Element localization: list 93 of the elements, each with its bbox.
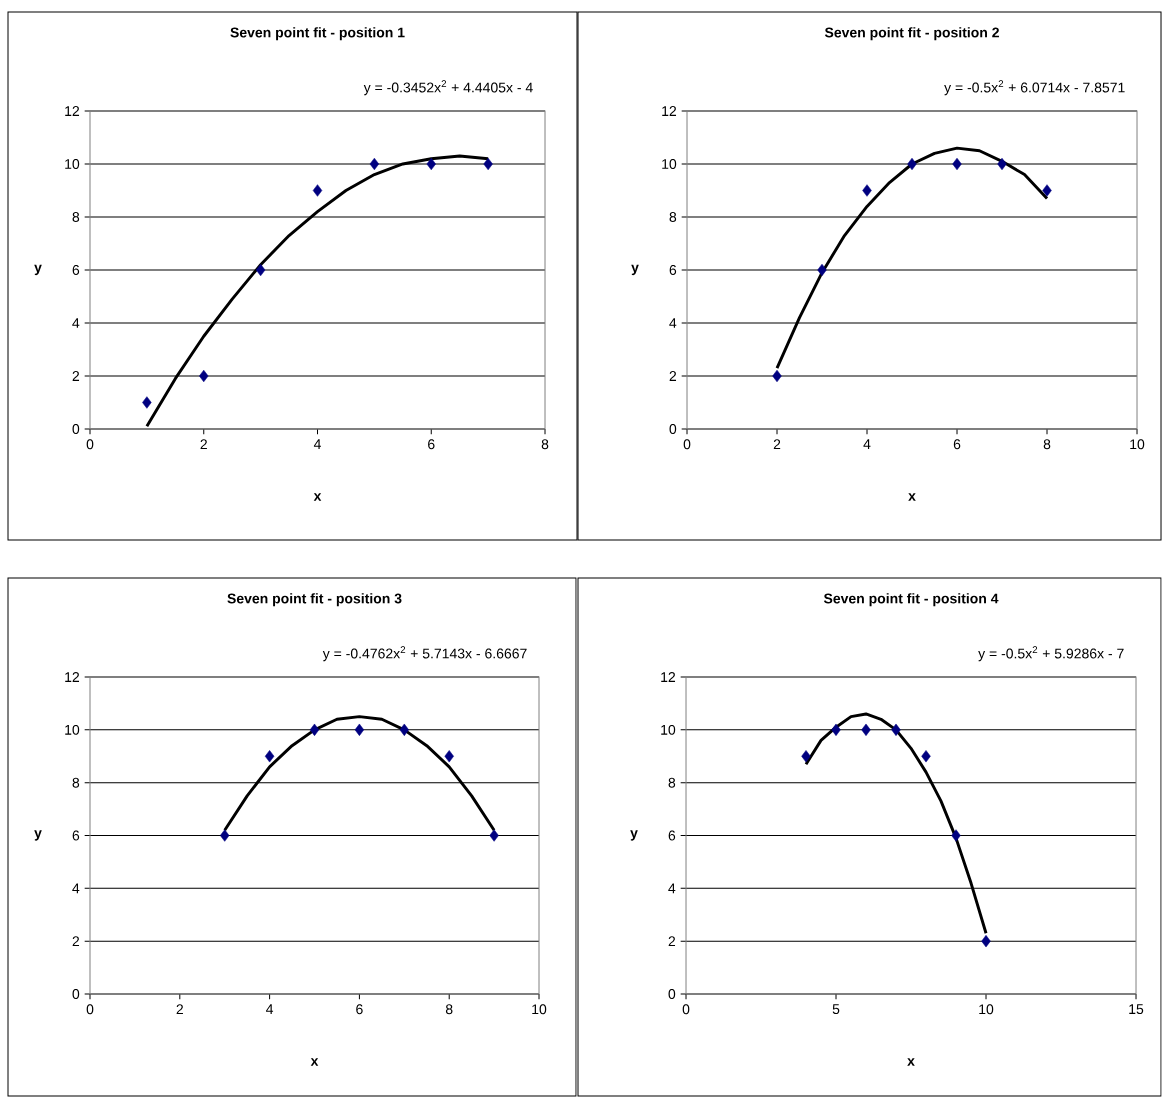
y-tick-label: 12 [661,672,676,682]
y-tick-label: 6 [72,265,80,275]
point [861,723,871,736]
x-tick-label: 10 [979,1004,994,1015]
x-axis-title: x [907,1058,915,1066]
point [801,750,811,763]
x-tick-label: 6 [356,1004,363,1015]
point [312,184,323,197]
x-tick-label: 0 [682,1004,690,1015]
x-tick-label: 2 [176,1004,183,1015]
point [220,829,230,842]
x-tick-label: 15 [1129,1004,1144,1015]
point [981,935,991,948]
y-axis-title: y [34,830,42,841]
y-tick-label: 10 [662,159,677,169]
y-tick-label: 2 [668,936,676,947]
x-tick-label: 6 [428,439,435,450]
y-axis-title: y [34,264,42,276]
y-tick-label: 10 [65,159,80,169]
y-tick-label: 4 [72,883,80,894]
y-tick-label: 12 [65,106,80,116]
point [891,723,901,736]
x-tick-label: 10 [532,1004,547,1015]
point [426,157,436,171]
point [309,723,320,736]
y-axis-title: y [630,830,638,841]
x-tick-label: 5 [832,1004,840,1015]
y-tick-label: 6 [669,265,677,275]
y-tick-label: 8 [668,777,676,788]
point [142,396,152,409]
y-tick-label: 2 [72,371,80,381]
point [831,723,841,736]
point [907,157,917,171]
y-tick-label: 6 [668,830,676,841]
y-tick-label: 10 [65,724,80,735]
x-tick-label: 2 [773,439,781,450]
point [921,750,931,763]
chart-title: Seven point fit - position 2 [824,27,999,41]
y-tick-label: 8 [72,212,80,222]
y-tick-label: 12 [65,672,80,682]
text: y = -0.3452x$^{2}$ + 4.4405x - 4 [363,80,533,96]
y-tick-label: 0 [669,424,677,434]
text: y = -0.5x$^{2}$ + 6.0714x - 7.8571 [944,80,1125,96]
y-tick-label: 2 [72,936,80,947]
point [444,750,454,763]
text: y = -0.4762x$^{2}$ + 5.7143x - 6.6667 [322,646,527,662]
point [369,157,380,171]
y-tick-label: 8 [72,777,80,788]
y-tick-label: 2 [669,371,677,381]
x-tick-label: 4 [863,439,871,449]
x-tick-label: 4 [313,439,321,449]
chart-title: Seven point fit - position 1 [230,27,405,41]
y-axis-title: y [631,264,639,276]
point [952,157,962,171]
x-axis-title: x [310,1058,319,1066]
point [354,723,365,736]
x-tick-label: 4 [266,1004,274,1014]
point [255,263,266,277]
text: y = -0.5x$^{2}$ + 5.9286x - 7 [978,646,1124,662]
point [1042,184,1052,197]
y-tick-label: 4 [669,318,677,328]
point [264,750,275,763]
point [199,369,209,383]
x-tick-label: 6 [953,439,961,450]
point [489,829,499,842]
x-tick-label: 0 [86,1004,94,1015]
x-tick-label: 0 [86,439,94,450]
point [817,263,827,277]
x-axis-title: x [313,493,322,501]
point [862,184,872,197]
point [997,157,1007,171]
y-tick-label: 0 [72,424,80,434]
chart-title: Seven point fit - position 4 [823,593,999,607]
point [483,157,493,171]
y-tick-label: 8 [669,212,677,222]
x-tick-label: 8 [541,439,549,450]
y-tick-label: 6 [72,830,80,841]
y-tick-label: 0 [668,989,676,999]
x-tick-label: 8 [1043,439,1051,450]
x-tick-label: 10 [1130,439,1145,450]
chart-title: Seven point fit - position 3 [227,593,402,607]
point [772,369,782,383]
point [951,829,961,842]
y-tick-label: 4 [72,318,80,328]
point [399,723,409,736]
y-tick-label: 0 [72,989,80,999]
x-axis-title: x [908,493,916,501]
y-tick-label: 10 [661,724,676,735]
x-tick-label: 2 [200,439,207,450]
y-tick-label: 4 [668,883,676,894]
y-tick-label: 12 [662,106,677,116]
x-tick-label: 0 [683,439,691,450]
x-tick-label: 8 [445,1004,453,1015]
